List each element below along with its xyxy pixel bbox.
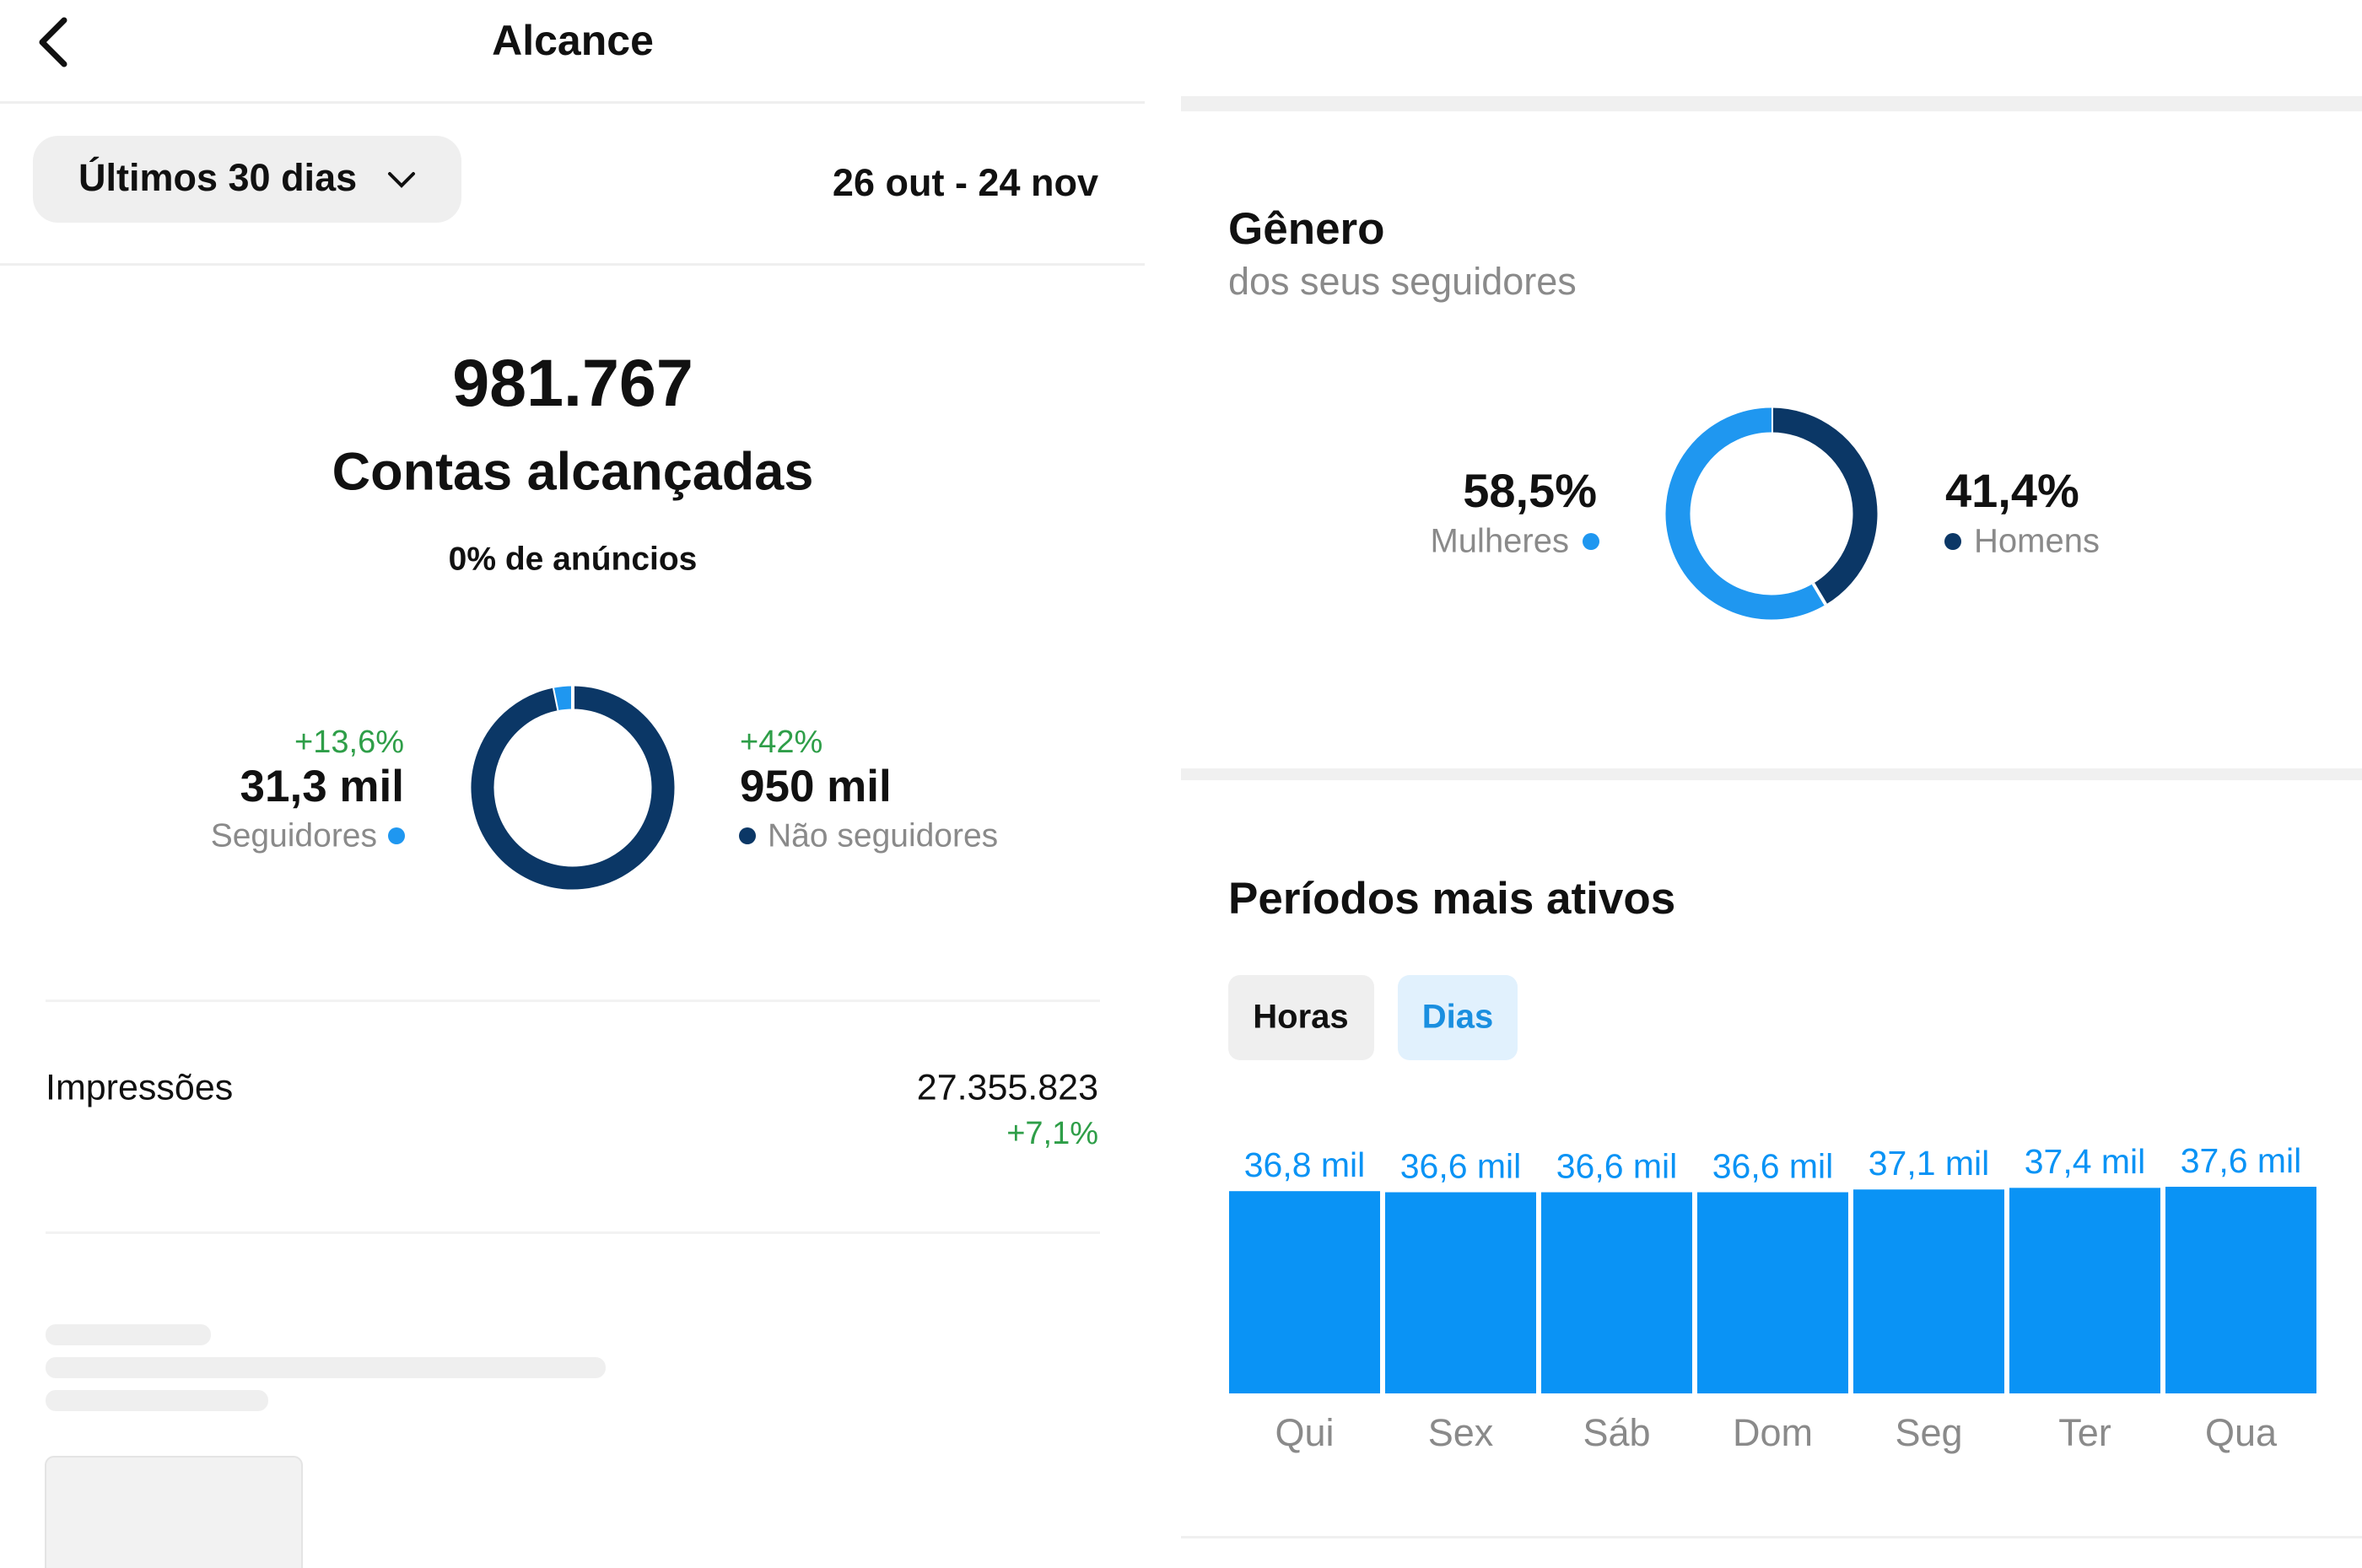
page-title: Alcance	[492, 17, 654, 64]
tab-label: Dias	[1422, 999, 1494, 1036]
skeleton	[46, 1324, 211, 1345]
bar-value-label: 36,6 mil	[1712, 1146, 1834, 1185]
x-tick-label: Ter	[2058, 1411, 2111, 1454]
legend-label: Seguidores	[211, 817, 377, 854]
reach-total: 981.767	[452, 345, 693, 420]
divider	[0, 263, 1145, 266]
impressions-label: Impressões	[46, 1067, 233, 1107]
bar	[2009, 1188, 2160, 1393]
impressions-change: +7,1%	[1006, 1116, 1098, 1151]
active-title: Períodos mais ativos	[1228, 874, 1675, 924]
legend-label: Mulheres	[1430, 523, 1569, 560]
segment-gap	[551, 687, 559, 711]
donut-segment	[553, 686, 574, 711]
legend-dot	[739, 827, 756, 844]
divider	[46, 1231, 1100, 1234]
bar	[1541, 1192, 1692, 1393]
value-label: 58,5%	[1463, 464, 1597, 517]
gender-subtitle: dos seus seguidores	[1228, 260, 1577, 303]
x-tick-label: Seg	[1895, 1411, 1962, 1454]
legend-dot	[1944, 533, 1961, 550]
bar-value-label: 36,6 mil	[1556, 1146, 1678, 1185]
gender-title: Gênero	[1228, 204, 1385, 254]
reach-legend: +13,6% 31,3 mil Seguidores +42% 950 mil …	[211, 725, 998, 854]
skeleton	[46, 1390, 268, 1411]
section-divider	[1181, 96, 2362, 111]
change: +13,6%	[294, 725, 404, 760]
reach-label: Contas alcançadas	[332, 443, 814, 502]
divider	[0, 101, 1145, 104]
divider	[1181, 1536, 2362, 1538]
segment-gap	[1811, 582, 1827, 606]
dropdown-chevron	[388, 172, 415, 188]
tab-days[interactable]	[1398, 975, 1518, 1060]
bar	[1697, 1192, 1848, 1393]
x-tick-label: Sex	[1428, 1411, 1494, 1454]
back-button[interactable]	[39, 17, 67, 67]
donut-segment	[1665, 407, 1826, 620]
value-label: 950 mil	[740, 762, 892, 811]
donut-segment	[1771, 407, 1878, 605]
impressions-value: 27.355.823	[917, 1067, 1098, 1107]
bar-value-label: 37,4 mil	[2025, 1142, 2146, 1181]
legend-label: Não seguidores	[768, 817, 998, 854]
x-tick-label: Qui	[1275, 1411, 1334, 1454]
period-selector[interactable]	[33, 136, 461, 223]
skeleton	[45, 1456, 303, 1568]
change: +42%	[740, 725, 822, 760]
value-label: 41,4%	[1945, 464, 2079, 517]
ads-share: 0% de anúncios	[449, 541, 698, 577]
bar	[1385, 1192, 1536, 1393]
divider	[46, 1000, 1100, 1002]
date-range: 26 out - 24 nov	[833, 161, 1098, 204]
donut-segment	[471, 686, 675, 890]
period-selector-label: Últimos 30 dias	[78, 156, 357, 199]
section-divider	[1181, 768, 2362, 780]
bar	[1229, 1191, 1380, 1393]
bar-value-label: 37,1 mil	[1869, 1144, 1990, 1183]
bar-value-label: 37,6 mil	[2181, 1141, 2302, 1180]
tab-label: Horas	[1253, 999, 1348, 1036]
x-tick-label: Sáb	[1583, 1411, 1650, 1454]
legend-dot	[1583, 533, 1599, 550]
legend-dot	[388, 827, 405, 844]
bar-value-label: 36,8 mil	[1244, 1145, 1366, 1184]
skeleton	[46, 1357, 606, 1378]
bar	[2165, 1187, 2316, 1393]
x-tick-label: Dom	[1733, 1411, 1813, 1454]
value-label: 31,3 mil	[240, 762, 404, 811]
bar	[1853, 1189, 2004, 1393]
legend-label: Homens	[1974, 523, 2100, 560]
x-tick-label: Qua	[2205, 1411, 2278, 1454]
bar-value-label: 36,6 mil	[1400, 1146, 1522, 1185]
tab-hours[interactable]	[1228, 975, 1374, 1060]
